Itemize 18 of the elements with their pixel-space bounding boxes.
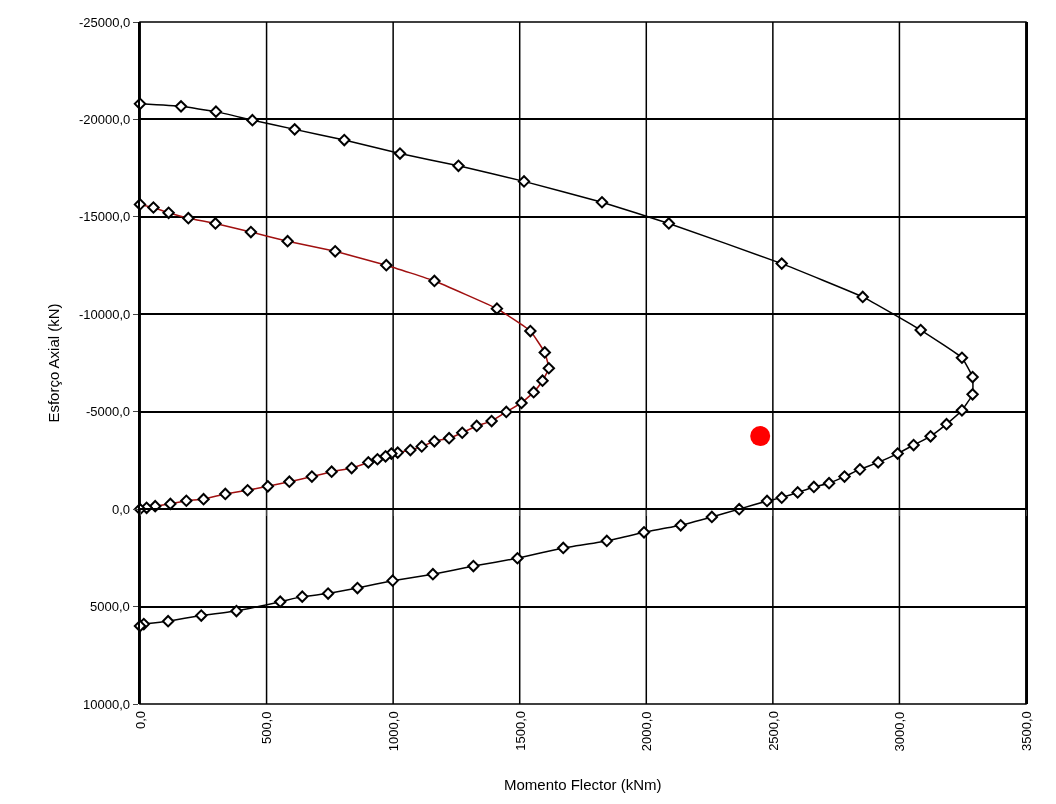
x-tick-label: 1500,0	[512, 710, 528, 751]
y-tick-label: 0,0	[112, 502, 131, 517]
x-tick-label: 2000,0	[639, 711, 655, 752]
y-tick-label: -10000,0	[79, 307, 131, 322]
x-axis-title: Momento Flector (kNm)	[504, 776, 662, 793]
y-tick-label: 5000,0	[90, 599, 130, 614]
x-tick-label: 500,0	[259, 711, 275, 745]
y-tick-label: -25000,0	[79, 15, 131, 30]
x-tick-label: 2500,0	[765, 711, 781, 751]
y-tick-label: -5000,0	[86, 404, 131, 419]
x-tick-label: 3000,0	[892, 711, 908, 752]
x-tick-label: 1000,0	[386, 711, 402, 752]
y-tick-label: 10000,0	[83, 697, 130, 712]
x-tick-label: 0,0	[133, 710, 148, 729]
y-axis-title: Esforço Axial (kN)	[44, 303, 62, 423]
y-tick-label: -20000,0	[79, 112, 131, 127]
y-tick-label: -15000,0	[79, 209, 131, 224]
x-tick-label: 3500,0	[1019, 711, 1034, 751]
